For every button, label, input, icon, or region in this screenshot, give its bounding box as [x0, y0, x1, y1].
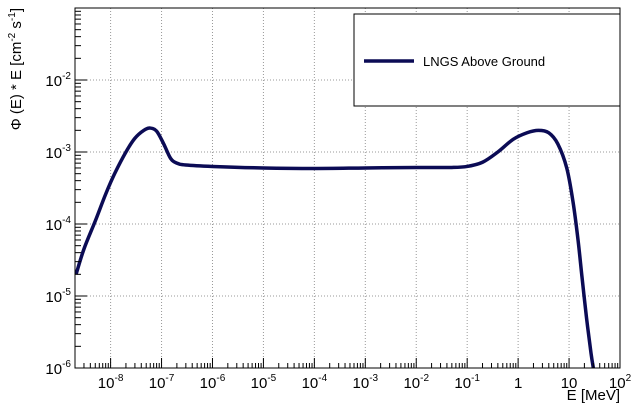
x-tick-label: 102 — [609, 373, 632, 392]
x-tick-label: 10-5 — [251, 373, 277, 392]
y-tick-label: 10-3 — [45, 143, 71, 162]
x-tick-label-base: 10 — [251, 375, 268, 392]
x-tick-label-base: 10 — [454, 375, 471, 392]
y-tick-label-base: 10 — [45, 217, 62, 234]
y-axis-title-sup1: -2 — [7, 32, 18, 41]
x-tick-label: 10-3 — [353, 373, 379, 392]
y-tick-label-exponent: -2 — [62, 71, 71, 82]
x-tick-label-exponent: -7 — [165, 373, 174, 384]
x-tick-label-exponent: -5 — [267, 373, 276, 384]
x-tick-label-base: 10 — [302, 375, 319, 392]
plot-frame — [74, 7, 621, 369]
x-tick-label-base: 10 — [200, 375, 217, 392]
y-tick-label-exponent: -3 — [62, 143, 71, 154]
axis-ticks — [74, 7, 621, 369]
x-tick-label-exponent: -3 — [369, 373, 378, 384]
y-tick-label-base: 10 — [45, 145, 62, 162]
y-tick-label-exponent: -4 — [62, 215, 71, 226]
x-tick-label-exponent: -6 — [216, 373, 225, 384]
x-tick-label-exponent: -4 — [318, 373, 327, 384]
x-tick-label: 10-7 — [149, 373, 175, 392]
x-tick-label-base: 10 — [353, 375, 370, 392]
x-tick-label: 10-4 — [302, 373, 328, 392]
x-tick-label-base: 1 — [514, 375, 522, 392]
y-axis-title-prefix: Φ (E) * E [cm — [8, 42, 25, 131]
x-tick-label-exponent: 2 — [626, 373, 632, 384]
legend-box — [353, 13, 621, 107]
x-tick-label-base: 10 — [98, 375, 115, 392]
tick-labels: 10-8 10-7 10-6 10-5 10-4 10-3 10-2 10-1 1 10 10210… — [45, 71, 631, 392]
legend: LNGS Above Ground — [353, 13, 621, 107]
y-tick-label: 10-5 — [45, 287, 71, 306]
x-axis-title: E [MeV] — [567, 387, 620, 404]
y-tick-label: 10-6 — [45, 359, 71, 378]
x-tick-label: 10 — [561, 375, 578, 392]
x-tick-label-base: 10 — [149, 375, 166, 392]
y-axis-title: Φ (E) * E [cm-2 s-1] — [7, 8, 25, 130]
series-line — [75, 126, 596, 368]
legend-label: LNGS Above Ground — [423, 54, 545, 69]
x-tick-label: 10-6 — [200, 373, 226, 392]
y-tick-label-base: 10 — [45, 361, 62, 378]
x-tick-label: 10-1 — [454, 373, 480, 392]
y-tick-label-exponent: -5 — [62, 287, 71, 298]
curve-layer — [75, 126, 596, 368]
y-tick-label: 10-4 — [45, 215, 71, 234]
x-tick-label: 10-8 — [98, 373, 124, 392]
y-tick-label-base: 10 — [45, 73, 62, 90]
x-tick-label: 1 — [514, 375, 522, 392]
y-tick-label-base: 10 — [45, 289, 62, 306]
y-axis-title-sup2: -1 — [7, 12, 18, 21]
x-tick-label: 10-2 — [403, 373, 429, 392]
x-tick-label-exponent: -2 — [420, 373, 429, 384]
x-tick-label-base: 10 — [561, 375, 578, 392]
y-axis-title-suffix: ] — [8, 8, 25, 12]
x-tick-label-base: 10 — [609, 375, 626, 392]
x-tick-label-base: 10 — [403, 375, 420, 392]
y-tick-label: 10-2 — [45, 71, 71, 90]
y-tick-label-exponent: -6 — [62, 359, 71, 370]
x-tick-label-exponent: -1 — [471, 373, 480, 384]
x-tick-label-exponent: -8 — [114, 373, 123, 384]
y-axis-title-mid: s — [8, 21, 25, 33]
